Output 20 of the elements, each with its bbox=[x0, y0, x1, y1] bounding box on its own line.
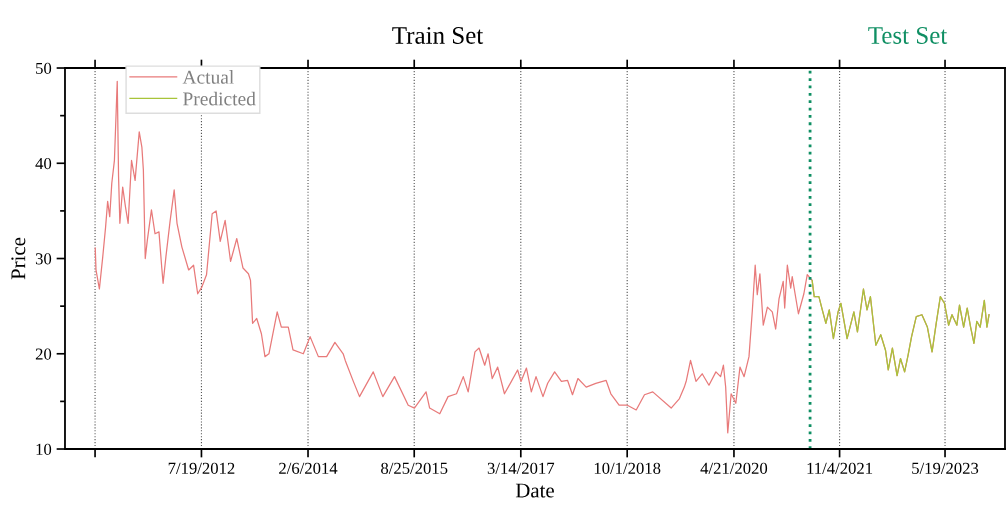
legend-label: Predicted bbox=[183, 91, 256, 106]
y-tick-label: 10 bbox=[36, 443, 52, 455]
legend-label: Actual bbox=[182, 70, 234, 84]
y-tick-label: 20 bbox=[35, 348, 52, 360]
x-axis-title: Date bbox=[515, 483, 554, 498]
x-tick-label: 5/19/2023 bbox=[912, 462, 979, 474]
x-tick-label: 2/6/2014 bbox=[279, 462, 338, 474]
y-axis-title: Price bbox=[11, 237, 26, 280]
x-tick-label: 8/25/2015 bbox=[381, 462, 448, 474]
y-tick-label: 50 bbox=[36, 62, 52, 74]
x-tick-label: 10/1/2018 bbox=[594, 462, 661, 474]
x-tick-label: 11/4/2021 bbox=[807, 462, 873, 474]
chart-title: Train Set bbox=[392, 27, 484, 44]
y-tick-label: 30 bbox=[35, 253, 52, 265]
x-tick-label: 7/19/2012 bbox=[168, 462, 235, 474]
x-tick-label: 3/14/2017 bbox=[487, 462, 555, 474]
line-series bbox=[811, 279, 990, 377]
y-tick-label: 40 bbox=[35, 157, 52, 170]
x-tick-label: 4/21/2020 bbox=[700, 462, 768, 474]
ref-line-label: Test Set bbox=[868, 27, 948, 44]
